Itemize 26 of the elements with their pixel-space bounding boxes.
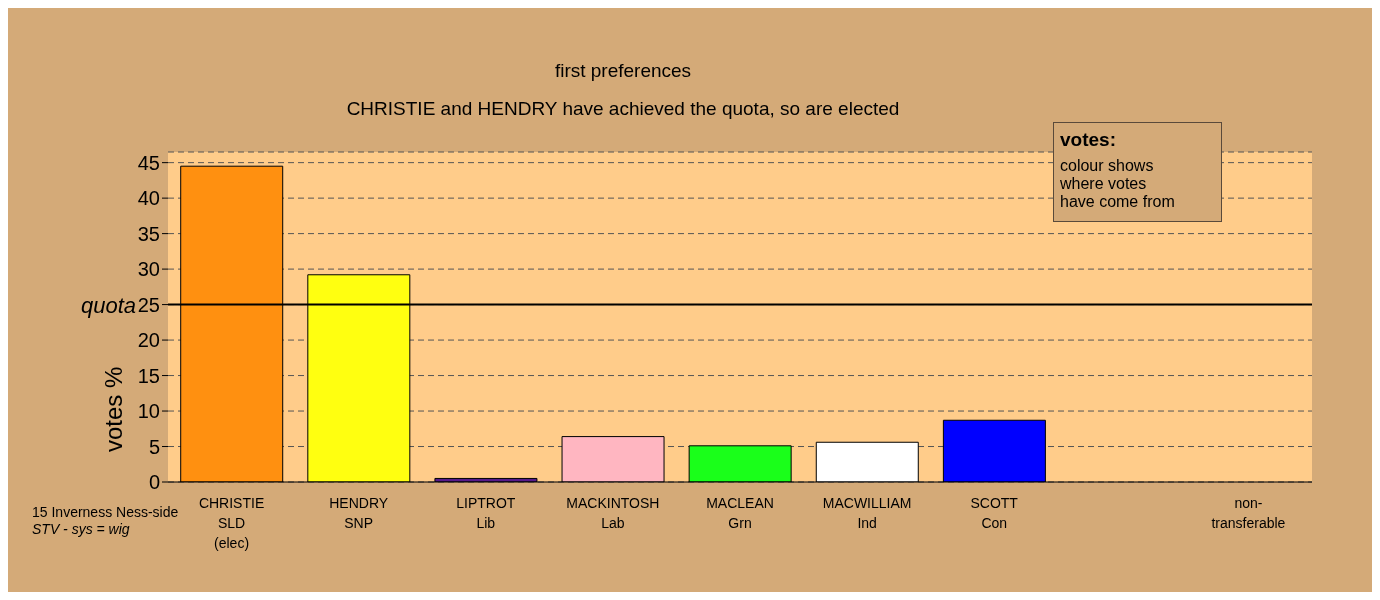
y-tick-label: 40 — [137, 187, 160, 210]
y-tick-label: 25 — [137, 293, 160, 316]
y-tick-label: 30 — [137, 258, 160, 281]
y-tick-label: 35 — [137, 222, 160, 245]
x-tick-label: LIPTROT Lib — [456, 495, 516, 531]
chart-title: first preferences — [553, 60, 693, 82]
y-tick-label: 10 — [137, 400, 160, 423]
y-tick-label: 0 — [148, 471, 160, 494]
y-tick-label: 45 — [137, 151, 160, 174]
x-tick-label: non- transferable — [1211, 495, 1286, 531]
x-tick-label: SCOTT Con — [970, 495, 1019, 531]
ref-line-label: quota — [80, 292, 136, 318]
y-tick-label: 20 — [137, 329, 160, 352]
y-axis-title: votes % — [100, 366, 127, 453]
x-tick-label: MACLEAN Grn — [706, 495, 774, 531]
text: 15 Inverness Ness-side — [32, 504, 179, 521]
x-tick-label: CHRISTIE SLD (elec) — [198, 495, 265, 551]
text: STV - sys = wig — [32, 521, 131, 538]
chart-subtitle: CHRISTIE and HENDRY have achieved the quota, so are elected — [345, 98, 901, 120]
y-tick-label: 5 — [148, 435, 160, 458]
y-tick-label: 15 — [137, 364, 160, 387]
annotation: colour shows where votes have come from — [1060, 157, 1176, 211]
x-tick-label: MACKINTOSH Lab — [566, 495, 660, 531]
text: votes: — [1060, 129, 1117, 151]
x-tick-label: MACWILLIAM Ind — [822, 495, 912, 531]
x-tick-label: HENDRY SNP — [329, 495, 389, 531]
